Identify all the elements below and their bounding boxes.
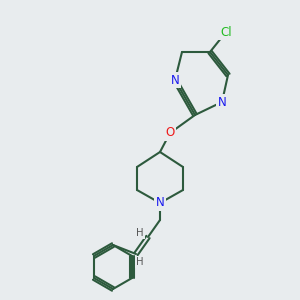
Text: H: H [136, 257, 144, 267]
Text: H: H [136, 228, 144, 238]
Text: N: N [171, 74, 179, 86]
Text: O: O [165, 127, 175, 140]
Text: Cl: Cl [220, 26, 232, 38]
Text: N: N [218, 95, 226, 109]
Text: N: N [156, 196, 164, 209]
